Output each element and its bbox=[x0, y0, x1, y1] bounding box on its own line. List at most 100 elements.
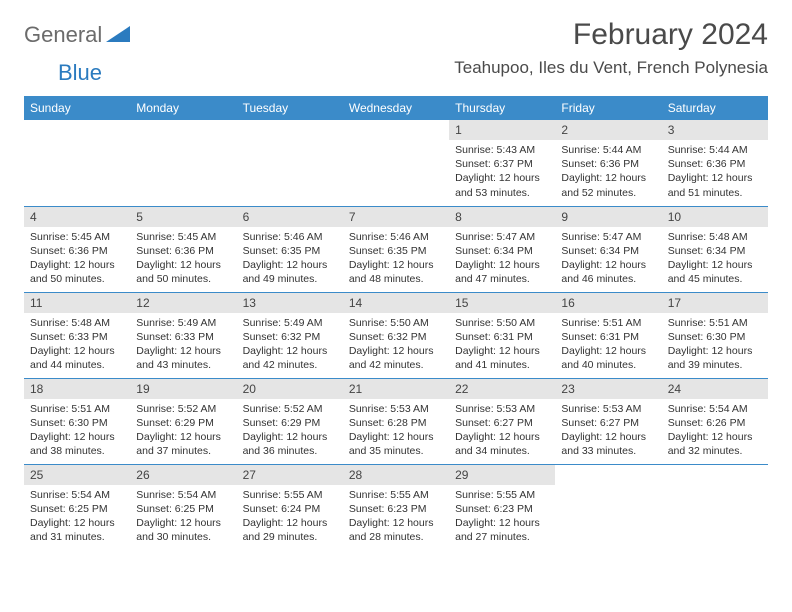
calendar-day-cell: 20Sunrise: 5:52 AMSunset: 6:29 PMDayligh… bbox=[237, 378, 343, 464]
day-number: 3 bbox=[662, 120, 768, 140]
col-header: Wednesday bbox=[343, 96, 449, 120]
calendar-day-cell: 10Sunrise: 5:48 AMSunset: 6:34 PMDayligh… bbox=[662, 206, 768, 292]
day-number: 25 bbox=[24, 465, 130, 485]
day-number: 24 bbox=[662, 379, 768, 399]
calendar-day-cell: 13Sunrise: 5:49 AMSunset: 6:32 PMDayligh… bbox=[237, 292, 343, 378]
day-details: Sunrise: 5:45 AMSunset: 6:36 PMDaylight:… bbox=[24, 227, 130, 291]
calendar-day-cell bbox=[343, 120, 449, 206]
day-details: Sunrise: 5:48 AMSunset: 6:34 PMDaylight:… bbox=[662, 227, 768, 291]
day-number: 20 bbox=[237, 379, 343, 399]
calendar-day-cell bbox=[130, 120, 236, 206]
col-header: Monday bbox=[130, 96, 236, 120]
day-details: Sunrise: 5:48 AMSunset: 6:33 PMDaylight:… bbox=[24, 313, 130, 377]
calendar-week-row: 11Sunrise: 5:48 AMSunset: 6:33 PMDayligh… bbox=[24, 292, 768, 378]
calendar-day-cell: 23Sunrise: 5:53 AMSunset: 6:27 PMDayligh… bbox=[555, 378, 661, 464]
day-number: 5 bbox=[130, 207, 236, 227]
day-number: 16 bbox=[555, 293, 661, 313]
calendar-week-row: 1Sunrise: 5:43 AMSunset: 6:37 PMDaylight… bbox=[24, 120, 768, 206]
day-details: Sunrise: 5:51 AMSunset: 6:30 PMDaylight:… bbox=[24, 399, 130, 463]
day-number: 2 bbox=[555, 120, 661, 140]
calendar-day-cell: 4Sunrise: 5:45 AMSunset: 6:36 PMDaylight… bbox=[24, 206, 130, 292]
day-details: Sunrise: 5:55 AMSunset: 6:23 PMDaylight:… bbox=[343, 485, 449, 549]
day-details: Sunrise: 5:53 AMSunset: 6:28 PMDaylight:… bbox=[343, 399, 449, 463]
day-details: Sunrise: 5:45 AMSunset: 6:36 PMDaylight:… bbox=[130, 227, 236, 291]
day-details: Sunrise: 5:51 AMSunset: 6:30 PMDaylight:… bbox=[662, 313, 768, 377]
calendar-day-cell: 11Sunrise: 5:48 AMSunset: 6:33 PMDayligh… bbox=[24, 292, 130, 378]
day-details: Sunrise: 5:53 AMSunset: 6:27 PMDaylight:… bbox=[449, 399, 555, 463]
day-details: Sunrise: 5:52 AMSunset: 6:29 PMDaylight:… bbox=[130, 399, 236, 463]
calendar-day-cell bbox=[555, 464, 661, 550]
day-details: Sunrise: 5:50 AMSunset: 6:32 PMDaylight:… bbox=[343, 313, 449, 377]
col-header: Tuesday bbox=[237, 96, 343, 120]
day-number: 27 bbox=[237, 465, 343, 485]
day-number: 21 bbox=[343, 379, 449, 399]
calendar-week-row: 25Sunrise: 5:54 AMSunset: 6:25 PMDayligh… bbox=[24, 464, 768, 550]
day-details: Sunrise: 5:54 AMSunset: 6:25 PMDaylight:… bbox=[24, 485, 130, 549]
day-details: Sunrise: 5:51 AMSunset: 6:31 PMDaylight:… bbox=[555, 313, 661, 377]
day-details: Sunrise: 5:47 AMSunset: 6:34 PMDaylight:… bbox=[449, 227, 555, 291]
calendar-day-cell bbox=[237, 120, 343, 206]
logo: General bbox=[24, 18, 132, 48]
day-number: 6 bbox=[237, 207, 343, 227]
day-number: 4 bbox=[24, 207, 130, 227]
col-header: Saturday bbox=[662, 96, 768, 120]
calendar-day-cell: 8Sunrise: 5:47 AMSunset: 6:34 PMDaylight… bbox=[449, 206, 555, 292]
day-number: 13 bbox=[237, 293, 343, 313]
day-number: 19 bbox=[130, 379, 236, 399]
day-number: 12 bbox=[130, 293, 236, 313]
day-details: Sunrise: 5:43 AMSunset: 6:37 PMDaylight:… bbox=[449, 140, 555, 204]
day-number: 28 bbox=[343, 465, 449, 485]
day-details: Sunrise: 5:44 AMSunset: 6:36 PMDaylight:… bbox=[555, 140, 661, 204]
day-details: Sunrise: 5:53 AMSunset: 6:27 PMDaylight:… bbox=[555, 399, 661, 463]
day-details: Sunrise: 5:52 AMSunset: 6:29 PMDaylight:… bbox=[237, 399, 343, 463]
day-number: 1 bbox=[449, 120, 555, 140]
col-header: Thursday bbox=[449, 96, 555, 120]
day-details: Sunrise: 5:47 AMSunset: 6:34 PMDaylight:… bbox=[555, 227, 661, 291]
col-header: Sunday bbox=[24, 96, 130, 120]
day-details: Sunrise: 5:54 AMSunset: 6:25 PMDaylight:… bbox=[130, 485, 236, 549]
day-number: 10 bbox=[662, 207, 768, 227]
calendar-day-cell bbox=[662, 464, 768, 550]
calendar-day-cell: 15Sunrise: 5:50 AMSunset: 6:31 PMDayligh… bbox=[449, 292, 555, 378]
day-number: 18 bbox=[24, 379, 130, 399]
day-number: 7 bbox=[343, 207, 449, 227]
calendar-day-cell: 1Sunrise: 5:43 AMSunset: 6:37 PMDaylight… bbox=[449, 120, 555, 206]
day-number: 8 bbox=[449, 207, 555, 227]
day-details: Sunrise: 5:46 AMSunset: 6:35 PMDaylight:… bbox=[343, 227, 449, 291]
calendar-day-cell: 24Sunrise: 5:54 AMSunset: 6:26 PMDayligh… bbox=[662, 378, 768, 464]
calendar-day-cell: 28Sunrise: 5:55 AMSunset: 6:23 PMDayligh… bbox=[343, 464, 449, 550]
day-number: 29 bbox=[449, 465, 555, 485]
logo-triangle-icon bbox=[106, 24, 132, 47]
day-number: 14 bbox=[343, 293, 449, 313]
day-number: 11 bbox=[24, 293, 130, 313]
calendar-table: Sunday Monday Tuesday Wednesday Thursday… bbox=[24, 96, 768, 550]
calendar-day-cell: 5Sunrise: 5:45 AMSunset: 6:36 PMDaylight… bbox=[130, 206, 236, 292]
calendar-day-cell: 9Sunrise: 5:47 AMSunset: 6:34 PMDaylight… bbox=[555, 206, 661, 292]
calendar-day-cell: 29Sunrise: 5:55 AMSunset: 6:23 PMDayligh… bbox=[449, 464, 555, 550]
calendar-day-cell: 27Sunrise: 5:55 AMSunset: 6:24 PMDayligh… bbox=[237, 464, 343, 550]
day-details: Sunrise: 5:46 AMSunset: 6:35 PMDaylight:… bbox=[237, 227, 343, 291]
calendar-day-cell: 26Sunrise: 5:54 AMSunset: 6:25 PMDayligh… bbox=[130, 464, 236, 550]
calendar-day-cell: 17Sunrise: 5:51 AMSunset: 6:30 PMDayligh… bbox=[662, 292, 768, 378]
month-title: February 2024 bbox=[454, 18, 768, 52]
day-details: Sunrise: 5:49 AMSunset: 6:33 PMDaylight:… bbox=[130, 313, 236, 377]
calendar-week-row: 18Sunrise: 5:51 AMSunset: 6:30 PMDayligh… bbox=[24, 378, 768, 464]
calendar-day-cell: 12Sunrise: 5:49 AMSunset: 6:33 PMDayligh… bbox=[130, 292, 236, 378]
calendar-day-cell: 16Sunrise: 5:51 AMSunset: 6:31 PMDayligh… bbox=[555, 292, 661, 378]
title-block: February 2024 Teahupoo, Iles du Vent, Fr… bbox=[454, 18, 768, 78]
day-details: Sunrise: 5:44 AMSunset: 6:36 PMDaylight:… bbox=[662, 140, 768, 204]
day-details: Sunrise: 5:49 AMSunset: 6:32 PMDaylight:… bbox=[237, 313, 343, 377]
calendar-day-cell: 2Sunrise: 5:44 AMSunset: 6:36 PMDaylight… bbox=[555, 120, 661, 206]
calendar-day-cell bbox=[24, 120, 130, 206]
day-details: Sunrise: 5:54 AMSunset: 6:26 PMDaylight:… bbox=[662, 399, 768, 463]
calendar-day-cell: 25Sunrise: 5:54 AMSunset: 6:25 PMDayligh… bbox=[24, 464, 130, 550]
calendar-day-cell: 18Sunrise: 5:51 AMSunset: 6:30 PMDayligh… bbox=[24, 378, 130, 464]
calendar-day-cell: 21Sunrise: 5:53 AMSunset: 6:28 PMDayligh… bbox=[343, 378, 449, 464]
day-number: 9 bbox=[555, 207, 661, 227]
logo-text-2: Blue bbox=[24, 60, 102, 86]
calendar-day-cell: 6Sunrise: 5:46 AMSunset: 6:35 PMDaylight… bbox=[237, 206, 343, 292]
day-number: 23 bbox=[555, 379, 661, 399]
day-details: Sunrise: 5:50 AMSunset: 6:31 PMDaylight:… bbox=[449, 313, 555, 377]
calendar-day-cell: 7Sunrise: 5:46 AMSunset: 6:35 PMDaylight… bbox=[343, 206, 449, 292]
calendar-day-cell: 22Sunrise: 5:53 AMSunset: 6:27 PMDayligh… bbox=[449, 378, 555, 464]
